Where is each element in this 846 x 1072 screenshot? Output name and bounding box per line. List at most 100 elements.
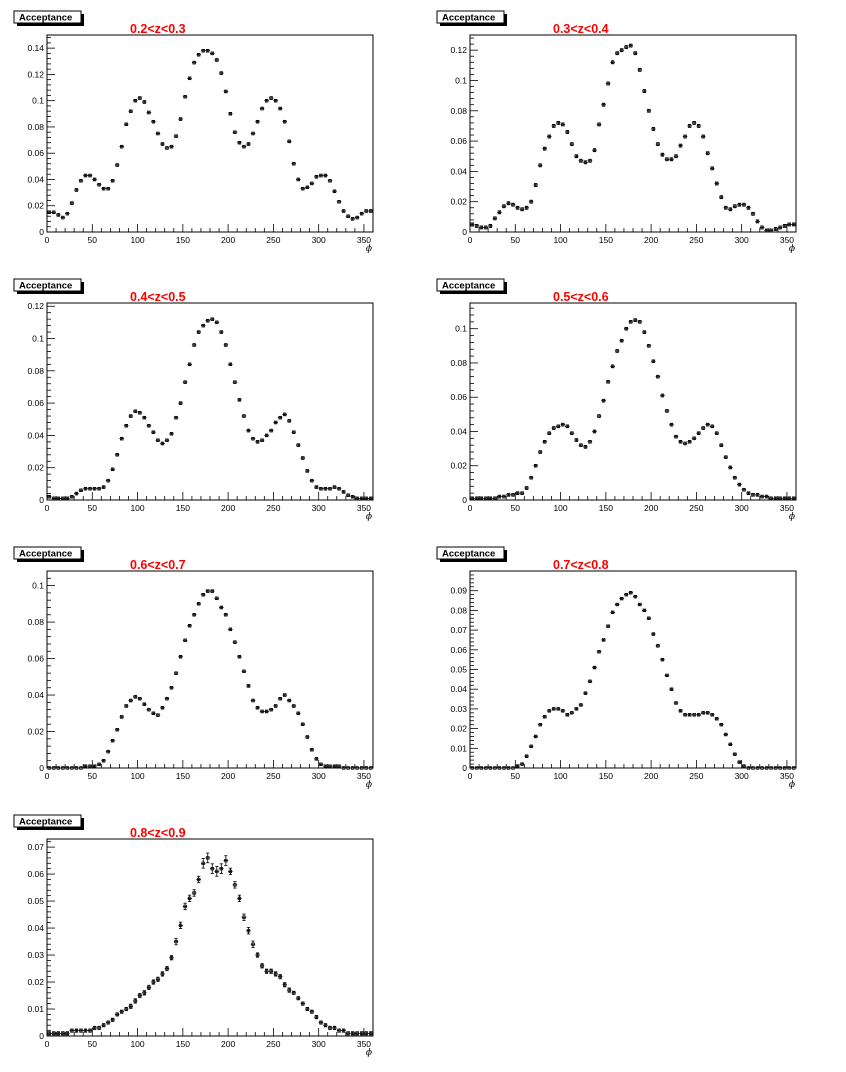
data-point <box>696 431 701 435</box>
x-tick-label: 100 <box>553 771 567 781</box>
marker <box>156 131 160 136</box>
data-point <box>119 436 124 441</box>
data-point <box>214 58 220 62</box>
data-point <box>723 205 729 210</box>
data-point <box>574 438 579 442</box>
data-point <box>142 100 147 104</box>
data-point <box>146 707 152 712</box>
marker <box>556 424 560 428</box>
data-point <box>300 722 306 726</box>
data-point <box>47 766 52 770</box>
y-tick-label: 0.02 <box>450 461 467 471</box>
data-point <box>232 881 238 889</box>
marker <box>697 124 701 128</box>
x-tick-label: 350 <box>780 503 794 513</box>
data-point <box>556 424 561 429</box>
x-tick-label: 150 <box>176 1039 190 1049</box>
data-point <box>178 117 183 121</box>
data-point <box>60 1031 66 1036</box>
marker <box>201 861 205 865</box>
y-tick-label: 0.05 <box>450 665 467 675</box>
marker <box>251 436 255 441</box>
y-tick-label: 0.06 <box>450 136 467 146</box>
marker <box>369 766 373 770</box>
data-point <box>323 764 328 768</box>
data-point <box>237 398 242 402</box>
data-point <box>542 146 547 151</box>
data-point <box>660 152 665 157</box>
marker <box>701 426 705 430</box>
marker <box>529 200 533 204</box>
marker <box>310 181 314 186</box>
marker <box>120 436 124 441</box>
marker <box>597 414 601 418</box>
data-point <box>354 1031 360 1036</box>
marker <box>233 380 237 384</box>
marker <box>210 51 214 56</box>
marker <box>715 181 719 186</box>
data-point <box>537 450 543 454</box>
marker <box>751 766 755 770</box>
marker <box>337 764 341 768</box>
data-point <box>169 144 174 149</box>
data-point <box>142 415 147 420</box>
y-tick-label: 0.1 <box>455 75 467 85</box>
data-point <box>96 183 102 187</box>
y-tick-label: 0.04 <box>27 430 44 440</box>
marker <box>524 206 529 210</box>
data-point <box>83 173 88 178</box>
marker <box>674 154 678 158</box>
data-point <box>524 754 529 758</box>
data-point <box>210 51 215 56</box>
data-point <box>474 496 480 501</box>
marker <box>484 496 488 500</box>
marker <box>56 766 60 770</box>
x-tick-label: 200 <box>221 235 235 245</box>
data-point <box>574 154 579 159</box>
marker <box>47 495 51 499</box>
marker <box>538 450 542 454</box>
data-point <box>223 613 229 617</box>
data-point <box>354 215 360 220</box>
data-point <box>137 697 143 701</box>
title-box <box>436 10 505 24</box>
data-point <box>345 493 351 497</box>
marker <box>733 752 737 756</box>
x-tick-label: 50 <box>88 771 98 781</box>
data-point <box>282 982 287 988</box>
bin-label: 0.5<z<0.6 <box>553 290 609 304</box>
y-tick-label: 0.1 <box>32 96 44 106</box>
marker <box>565 713 569 717</box>
y-tick-label: 0.1 <box>32 334 44 344</box>
data-point <box>682 441 688 446</box>
data-point <box>628 320 633 324</box>
marker <box>633 51 637 55</box>
data-point <box>519 207 525 212</box>
x-tick-label: 300 <box>312 503 326 513</box>
data-point <box>691 120 697 125</box>
marker <box>475 496 479 500</box>
marker <box>769 228 773 233</box>
marker <box>760 494 764 499</box>
marker <box>488 224 493 228</box>
data-point <box>128 1003 134 1009</box>
data-point <box>777 766 783 770</box>
data-point <box>560 709 566 713</box>
data-point <box>291 990 297 995</box>
data-point <box>65 496 70 501</box>
marker <box>169 686 174 690</box>
data-point <box>196 602 201 606</box>
data-point <box>610 610 615 615</box>
marker <box>56 213 60 217</box>
marker <box>538 723 542 727</box>
data-point <box>578 158 584 163</box>
data-point <box>309 478 315 483</box>
data-point <box>196 875 201 884</box>
data-point <box>741 764 747 768</box>
data-point <box>309 181 315 186</box>
marker <box>488 766 493 770</box>
marker <box>197 53 201 57</box>
marker <box>292 991 296 995</box>
data-point <box>318 487 324 491</box>
marker <box>296 443 300 447</box>
